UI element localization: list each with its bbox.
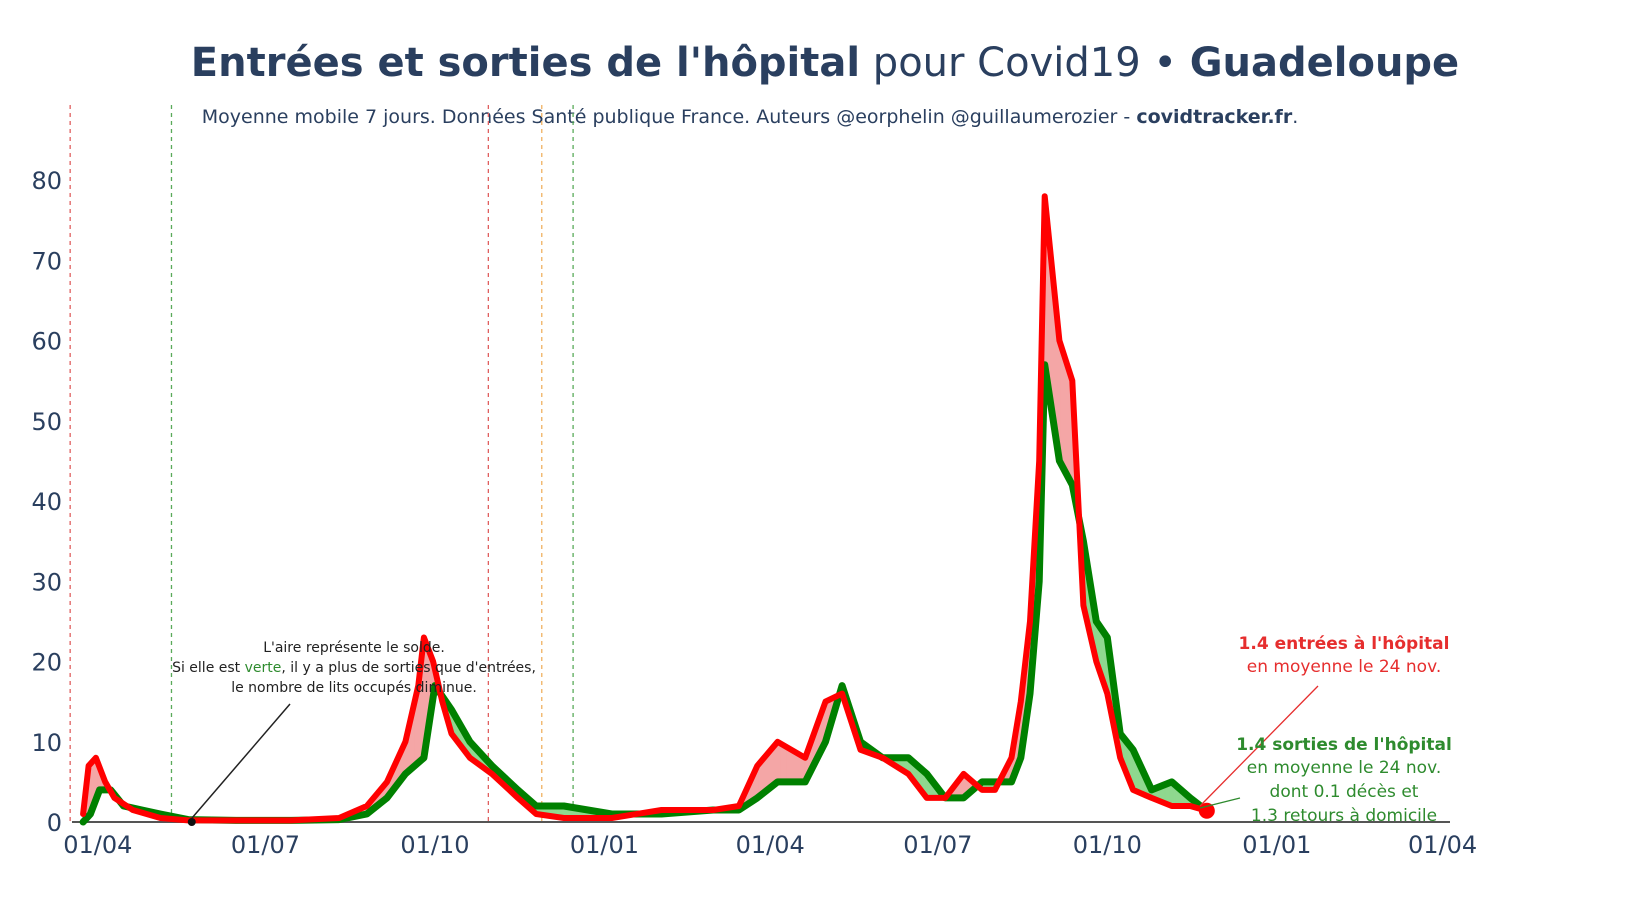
axes: 0 10 20 30 40 50 60 70 80 01/04 01/07 01/10 01/01 01/… [31, 167, 1477, 859]
note-line-2a: Si elle est [172, 660, 245, 676]
note-line-1: L'aire représente le solde. [263, 640, 445, 656]
entries-pointer [1199, 685, 1319, 807]
series-lines [79, 193, 1211, 826]
exits-annotation: 1.4 sorties de l'hôpital en moyenne le 2… [1199, 735, 1452, 826]
entries-annotation: 1.4 entrées à l'hôpital en moyenne le 24… [1199, 634, 1450, 807]
x-tick-label: 01/01 [1242, 831, 1311, 859]
y-tick-label: 10 [31, 729, 62, 757]
y-tick-label: 0 [47, 809, 62, 837]
exits-value-label: 1.4 sorties de l'hôpital [1236, 735, 1452, 755]
title-part-3: Guadeloupe [1190, 40, 1460, 86]
x-tick-label: 01/04 [736, 831, 805, 859]
y-tick-label: 60 [31, 328, 62, 356]
y-tick-label: 70 [31, 247, 62, 275]
chart-title: Entrées et sorties de l'hôpital pour Cov… [191, 40, 1459, 86]
subtitle-text: Moyenne mobile 7 jours. Données Santé pu… [202, 106, 1137, 128]
x-tick-label: 01/04 [63, 831, 132, 859]
note-line-3: le nombre de lits occupés diminue. [231, 680, 477, 696]
note-pointer [191, 703, 291, 819]
note-line-2c: , il y a plus de sorties que d'entrées, [281, 660, 536, 676]
note-anchor-point [187, 818, 196, 826]
x-tick-label: 01/04 [1408, 831, 1477, 859]
area-note: L'aire représente le solde. Si elle est … [172, 640, 536, 819]
exits-home-label: 1.3 retours à domicile [1251, 806, 1437, 826]
x-tick-label: 01/07 [903, 831, 972, 859]
chart-subtitle: Moyenne mobile 7 jours. Données Santé pu… [202, 106, 1299, 128]
title-part-1: Entrées et sorties de l'hôpital [191, 40, 860, 86]
note-line-2: Si elle est verte, il y a plus de sortie… [172, 660, 536, 676]
x-tick-label: 01/01 [570, 831, 639, 859]
y-tick-label: 40 [31, 488, 62, 516]
subtitle-site: covidtracker.fr [1136, 106, 1293, 128]
x-tick-label: 01/10 [1073, 831, 1142, 859]
y-tick-label: 50 [31, 408, 62, 436]
x-tick-label: 01/07 [231, 831, 300, 859]
exits-deaths-label: dont 0.1 décès et [1270, 782, 1419, 802]
exits-sub-label: en moyenne le 24 nov. [1247, 758, 1441, 778]
event-lines [69, 105, 574, 822]
entries-sub-label: en moyenne le 24 nov. [1247, 657, 1441, 677]
exits-pointer [1199, 797, 1241, 809]
note-line-2b: verte [245, 660, 282, 676]
y-tick-label: 20 [31, 649, 62, 677]
x-tick-label: 01/10 [400, 831, 469, 859]
entries-value-label: 1.4 entrées à l'hôpital [1239, 634, 1450, 654]
subtitle-end: . [1292, 106, 1298, 128]
y-tick-label: 80 [31, 167, 62, 195]
title-part-2: pour Covid19 • [860, 40, 1190, 86]
y-tick-label: 30 [31, 568, 62, 596]
entries-line [80, 193, 1210, 824]
